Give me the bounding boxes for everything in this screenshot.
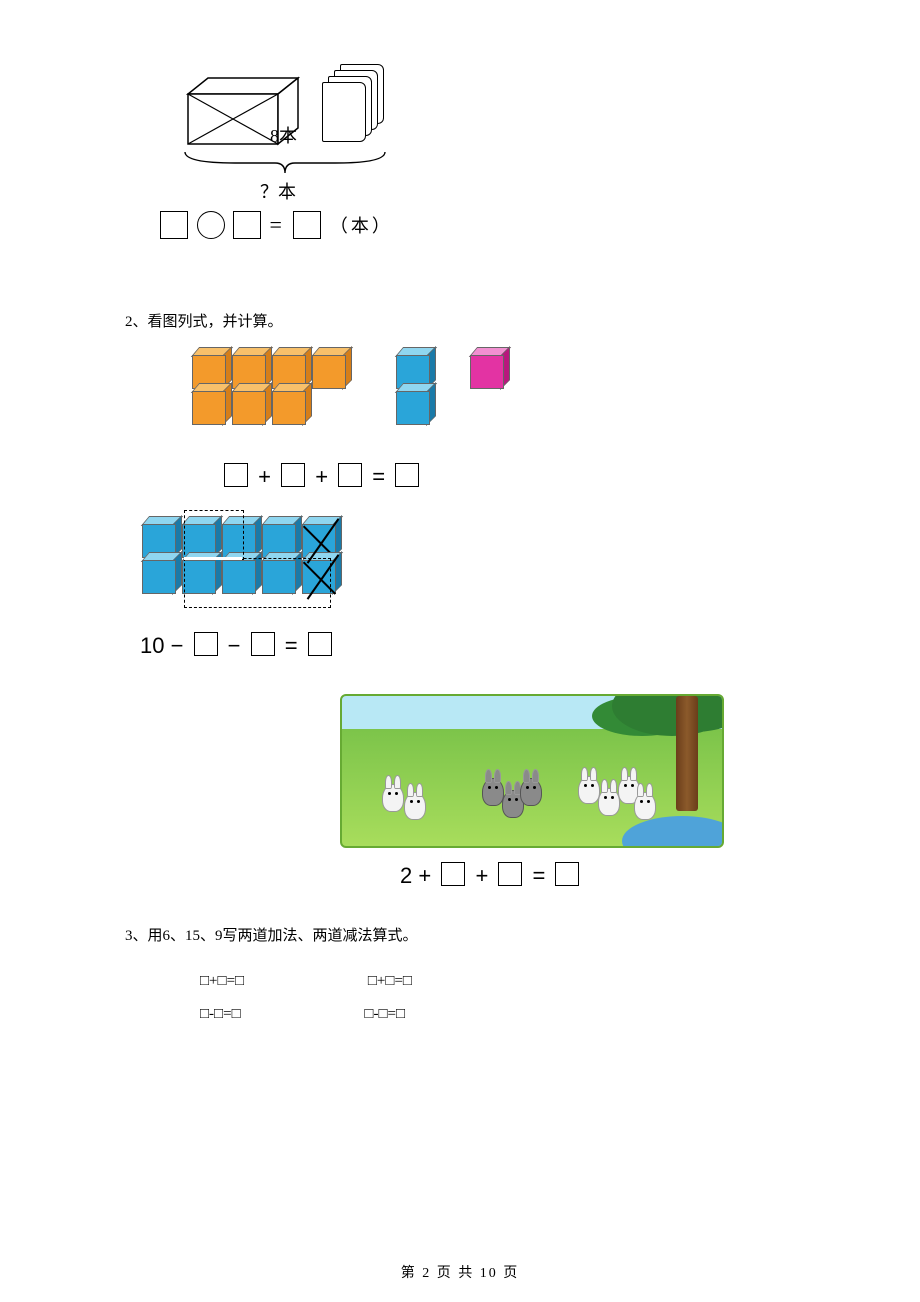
- page-footer: 第 2 页 共 10 页: [0, 1262, 920, 1282]
- answer-box[interactable]: [224, 463, 248, 487]
- cubes-addition-figure: + + =: [190, 351, 920, 490]
- tree-leaves: [612, 694, 724, 736]
- q3-eq-add-right[interactable]: □+□=□: [368, 965, 412, 998]
- cubes-subtraction-figure: 10 − − =: [140, 520, 920, 659]
- answer-box[interactable]: [498, 862, 522, 886]
- worksheet-page: 8本 ？本 = （本） 2、看图列式，并计算。: [0, 0, 920, 1302]
- rabbit-gray: [520, 778, 542, 806]
- q3-eq-add-left[interactable]: □+□=□: [200, 973, 244, 989]
- q3-eq-sub-left[interactable]: □-□=□: [200, 1006, 241, 1022]
- tree-trunk: [676, 696, 698, 811]
- pond: [622, 816, 724, 848]
- rabbit-white: [382, 784, 404, 812]
- answer-box[interactable]: [194, 632, 218, 656]
- answer-box[interactable]: [293, 211, 321, 239]
- equation-prefix-10: 10: [140, 633, 164, 658]
- operator-box[interactable]: [197, 211, 225, 239]
- answer-box[interactable]: [160, 211, 188, 239]
- rabbit-scene: [340, 694, 724, 848]
- rabbit-white: [634, 792, 656, 820]
- rabbit-gray: [482, 778, 504, 806]
- figure-books: 8本 ？本 = （本）: [170, 60, 430, 240]
- answer-box[interactable]: [338, 463, 362, 487]
- q3-row-2: □-□=□ □-□=□: [200, 998, 920, 1031]
- question-label: ？本: [260, 178, 296, 204]
- answer-box[interactable]: [395, 463, 419, 487]
- answer-box[interactable]: [281, 463, 305, 487]
- rabbits-figure: 2 + + =: [0, 694, 920, 889]
- equation-subtraction: 10 − − =: [140, 632, 920, 659]
- rabbit-white: [578, 776, 600, 804]
- equation-rabbits: 2 + + =: [400, 862, 920, 889]
- answer-box[interactable]: [233, 211, 261, 239]
- rabbit-white: [598, 788, 620, 816]
- q3-row-1: □+□=□ □+□=□: [200, 965, 920, 998]
- package-count-label: 8本: [270, 122, 297, 148]
- answer-box[interactable]: [308, 632, 332, 656]
- figure1-equation: = （本）: [160, 210, 393, 239]
- brace: [180, 150, 390, 181]
- rabbit-white: [404, 792, 426, 820]
- equation-addition: + + =: [220, 463, 920, 490]
- answer-box[interactable]: [441, 862, 465, 886]
- answer-box[interactable]: [555, 862, 579, 886]
- q3-eq-sub-right[interactable]: □-□=□: [364, 998, 405, 1031]
- question-3-label: 3、用6、15、9写两道加法、两道减法算式。: [125, 924, 920, 945]
- question-2-label: 2、看图列式，并计算。: [125, 310, 920, 331]
- unit-suffix: （本）: [330, 216, 393, 236]
- equation-prefix-2: 2: [400, 863, 412, 888]
- answer-box[interactable]: [251, 632, 275, 656]
